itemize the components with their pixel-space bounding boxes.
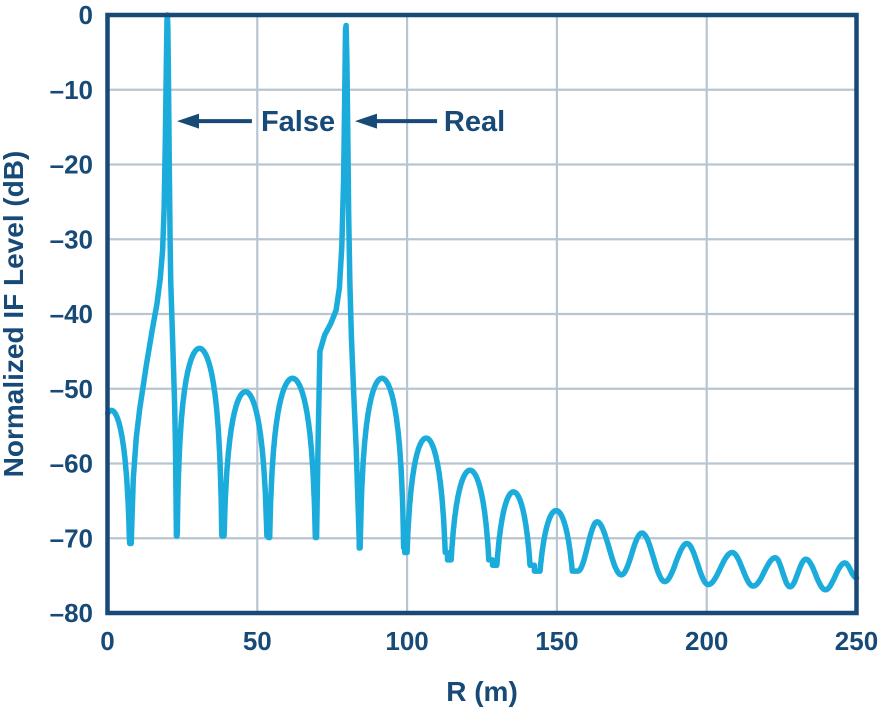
- x-tick-label: 150: [535, 626, 578, 656]
- x-tick-label: 50: [243, 626, 272, 656]
- y-tick-label: 0: [79, 0, 93, 30]
- x-tick-label: 250: [835, 626, 878, 656]
- arrow-left-icon: [177, 113, 200, 129]
- y-tick-label: –40: [50, 299, 93, 329]
- annotations-layer: False Real: [177, 106, 505, 138]
- y-tick-label: –20: [50, 150, 93, 180]
- y-tick-label: –70: [50, 523, 93, 553]
- y-tick-label: –50: [50, 374, 93, 404]
- false-peak-label: False: [261, 106, 335, 138]
- x-axis-title: R (m): [446, 676, 518, 707]
- x-tick-label: 100: [385, 626, 428, 656]
- y-tick-label: –60: [50, 449, 93, 479]
- y-tick-label: –10: [50, 75, 93, 105]
- curve-layer: [104, 12, 860, 593]
- y-tick-label: –80: [50, 598, 93, 628]
- false-peak-annotation: False: [177, 106, 335, 138]
- signal-curve: [104, 12, 860, 593]
- arrow-left-icon: [354, 113, 377, 129]
- real-peak-annotation: Real: [354, 106, 505, 138]
- y-tick-label: –30: [50, 224, 93, 254]
- grid-layer: [107, 15, 857, 613]
- y-axis-title: Normalized IF Level (dB): [0, 151, 29, 478]
- x-tick-label: 0: [100, 626, 114, 656]
- tick-labels-layer: 0 50 100 150 200 250 0 –10 –20 –30 –40 –50 –60 –70 –80: [50, 0, 879, 656]
- real-peak-label: Real: [444, 106, 505, 138]
- x-tick-label: 200: [685, 626, 728, 656]
- plot-frame: [105, 12, 859, 616]
